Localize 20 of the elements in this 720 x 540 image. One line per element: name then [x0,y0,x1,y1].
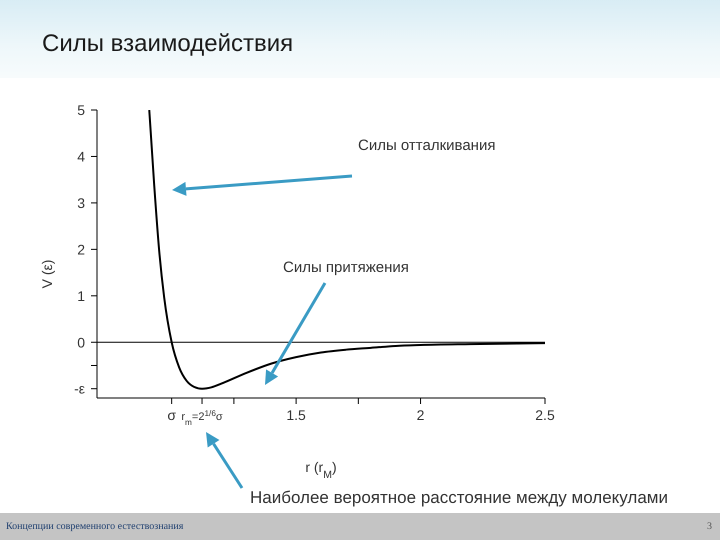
x-tick-label: r$_{m}$=2$^{1/6}$σ [181,408,223,426]
y-axis-title: V (ε) [39,260,55,288]
annotation: Силы отталкивания [358,137,496,154]
y-tick-label: 0 [77,334,86,350]
text: Концепции современного естествознания [6,521,184,532]
text: Наиболее вероятное расстояние между молекулами [250,488,668,508]
x-tick-label: σ [167,407,176,423]
y-tick-label: 3 [77,194,86,211]
annotation: Силы притяжения [283,259,409,276]
y-tick-label: 4 [77,148,86,164]
y-tick-label: -ε [74,380,85,397]
y-tick-label: 1 [77,288,86,304]
text: 3 [707,521,712,532]
x-tick-label: 2 [416,407,425,423]
y-tick-label: 2 [77,241,86,258]
x-tick-label: 2.5 [535,407,555,423]
x-tick-label: 1.5 [286,407,306,423]
y-tick-label: 5 [77,102,86,118]
chart-title: Силы взаимодействия [42,30,294,58]
x-axis-title: r (r$_{M}$) [305,459,337,481]
